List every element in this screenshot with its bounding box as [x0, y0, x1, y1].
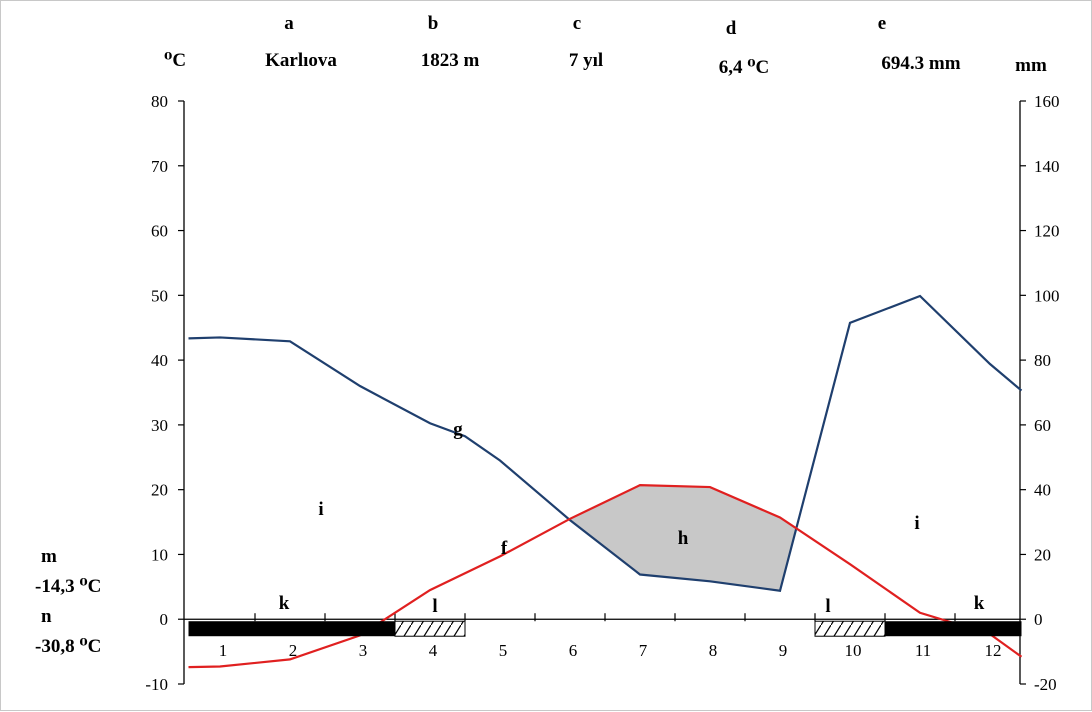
x-tick-labels: 1 2 3 4 5 6 7 8 9 10 11 12 [219, 641, 1002, 660]
annotation-n-value: -30,8 ⁰C [35, 636, 101, 657]
precipitation-line [188, 294, 1023, 592]
frost-band-group [188, 620, 1022, 637]
right-tick-label: 120 [1034, 222, 1060, 241]
right-tick-label: 20 [1034, 545, 1051, 564]
header-d-letter: d [726, 18, 737, 39]
series-lines-group [188, 294, 1023, 669]
left-tick-label: -10 [145, 675, 168, 694]
shaded-region [570, 485, 796, 591]
right-tick-label: 160 [1034, 92, 1060, 111]
left-tick-label: 0 [160, 610, 169, 629]
x-tick-label: 9 [779, 641, 788, 660]
header-c-value: 7 yıl [569, 50, 603, 71]
annotation-n-letter: n [41, 606, 52, 627]
annotation-i-right: i [914, 513, 919, 534]
left-tick-label: 70 [151, 157, 168, 176]
x-tick-label: 3 [359, 641, 368, 660]
right-axis-unit: mm [1015, 55, 1047, 76]
left-tick-label: 60 [151, 222, 168, 241]
x-tick-label: 1 [219, 641, 228, 660]
x-tick-label: 8 [709, 641, 718, 660]
header-a-value: Karlıova [265, 50, 337, 71]
right-tick-label: 140 [1034, 157, 1060, 176]
annotation-h: h [678, 528, 689, 549]
annotation-k-left: k [279, 593, 290, 614]
right-tick-label: 60 [1034, 416, 1051, 435]
temperature-line [188, 484, 1023, 669]
annotation-i-left: i [318, 499, 323, 520]
header-e-letter: e [878, 13, 886, 34]
right-tick-label: 0 [1034, 610, 1043, 629]
x-tick-label: 4 [429, 641, 438, 660]
left-tick-label: 10 [151, 545, 168, 564]
shaded-region-group [570, 485, 796, 591]
x-tick-label: 11 [915, 641, 931, 660]
x-tick-label: 5 [499, 641, 508, 660]
frost-band-hatched [814, 620, 886, 637]
left-tick-label: 20 [151, 481, 168, 500]
x-tick-label: 12 [985, 641, 1002, 660]
annotation-k-right: k [974, 593, 985, 614]
left-axis-unit: ⁰C [164, 50, 186, 71]
annotation-g: g [453, 419, 463, 440]
x-tick-label: 6 [569, 641, 578, 660]
right-tick-label: 100 [1034, 286, 1060, 305]
left-tick-label: 40 [151, 351, 168, 370]
header-b-letter: b [428, 13, 439, 34]
frost-band-hatched [394, 620, 466, 637]
header-c-letter: c [573, 13, 581, 34]
left-tick-label: 80 [151, 92, 168, 111]
left-tick-label: 30 [151, 416, 168, 435]
axes-group [178, 100, 1026, 685]
annotation-m-value: -14,3 ⁰C [35, 576, 101, 597]
x-tick-label: 10 [845, 641, 862, 660]
header-b-value: 1823 m [421, 50, 480, 71]
x-tick-label: 2 [289, 641, 298, 660]
header-d-value: 6,4 ⁰C [719, 57, 770, 78]
left-tick-labels: 80 70 60 50 40 30 20 10 0 -10 [145, 92, 168, 694]
header-a-letter: a [284, 13, 294, 34]
right-tick-label: 40 [1034, 481, 1051, 500]
annotation-m-letter: m [41, 546, 57, 567]
annotation-l-left: l [432, 596, 437, 617]
frost-band-solid [188, 621, 395, 637]
header-e-value: 694.3 mm [881, 53, 960, 74]
annotation-f: f [501, 538, 508, 559]
left-tick-label: 50 [151, 286, 168, 305]
right-tick-labels: 160 140 120 100 80 60 40 20 0 -20 [1034, 92, 1060, 694]
frost-band-solid [885, 621, 1022, 637]
right-tick-label: 80 [1034, 351, 1051, 370]
annotation-l-right: l [825, 596, 830, 617]
right-tick-label: -20 [1034, 675, 1057, 694]
x-tick-label: 7 [639, 641, 648, 660]
